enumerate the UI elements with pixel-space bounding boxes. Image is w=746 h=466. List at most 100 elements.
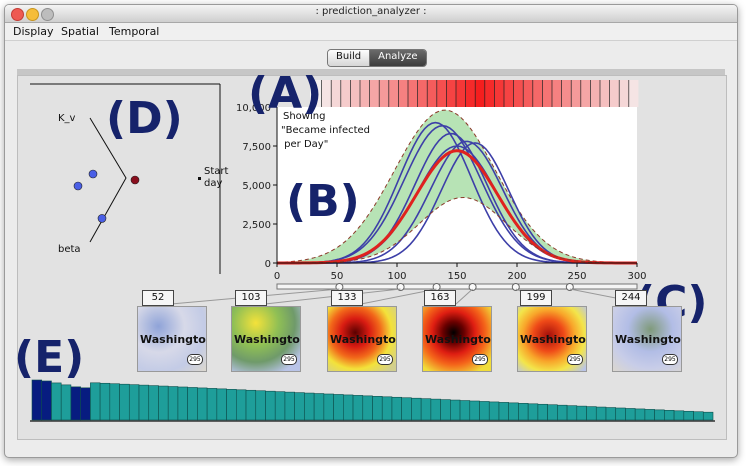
histogram-bar[interactable] xyxy=(537,403,548,421)
histogram-bar[interactable] xyxy=(693,411,704,421)
histogram-bar[interactable] xyxy=(109,383,120,421)
histogram-bar[interactable] xyxy=(469,400,480,421)
infection-chart[interactable]: 0 50 100 150 200 250 300 0 2,500 5,000 7,500 10,000… xyxy=(236,103,647,282)
histogram-bar[interactable] xyxy=(459,400,471,421)
histogram-bar[interactable] xyxy=(362,395,373,421)
histogram-bar[interactable] xyxy=(673,410,685,421)
histogram-bar[interactable] xyxy=(488,401,500,421)
histogram-bar[interactable] xyxy=(90,382,101,421)
histogram-bar[interactable] xyxy=(119,383,130,421)
map-thumbnail-day-52[interactable]: Washington 295 xyxy=(137,306,207,372)
parameter-point[interactable] xyxy=(88,169,98,179)
histogram-bar[interactable] xyxy=(479,401,490,421)
histogram-bar[interactable] xyxy=(420,398,432,421)
histogram-bar[interactable] xyxy=(323,393,334,421)
map-thumbnail-day-199[interactable]: Washington 295 xyxy=(517,306,587,372)
map-thumbnail-day-163[interactable]: Washington 295 xyxy=(422,306,492,372)
histogram-bar[interactable] xyxy=(615,407,626,421)
heat-cell xyxy=(436,80,447,107)
histogram-bar[interactable] xyxy=(158,385,169,421)
histogram-bar[interactable] xyxy=(284,391,295,421)
histogram-bar[interactable] xyxy=(148,385,159,421)
histogram-bar[interactable] xyxy=(236,389,247,421)
histogram-bar[interactable] xyxy=(557,404,568,421)
histogram-bar[interactable] xyxy=(138,384,150,421)
histogram-bar[interactable] xyxy=(508,402,519,421)
histogram-bar[interactable] xyxy=(566,405,578,421)
histogram-bar[interactable] xyxy=(644,409,655,421)
slider-knob[interactable] xyxy=(468,283,477,291)
histogram-bar[interactable] xyxy=(576,405,587,421)
histogram-bar[interactable] xyxy=(245,389,257,421)
histogram-bar[interactable] xyxy=(187,387,198,421)
histogram-bar[interactable] xyxy=(430,398,441,421)
histogram-bar[interactable] xyxy=(177,386,188,421)
histogram-bar[interactable] xyxy=(527,403,539,421)
histogram-bar[interactable] xyxy=(265,390,276,421)
menu-display[interactable]: Display xyxy=(13,25,54,38)
histogram-bar[interactable] xyxy=(586,406,597,421)
histogram-bar[interactable] xyxy=(654,409,665,421)
histogram-bar[interactable] xyxy=(450,399,461,421)
histogram-bar[interactable] xyxy=(625,408,636,421)
histogram-bar[interactable] xyxy=(80,387,91,421)
histogram-bar[interactable] xyxy=(391,396,402,421)
histogram-bar[interactable] xyxy=(167,386,179,421)
histogram-bar[interactable] xyxy=(702,411,714,421)
parameter-point[interactable] xyxy=(73,181,83,191)
histogram-bar[interactable] xyxy=(31,379,43,421)
histogram-bar[interactable] xyxy=(60,384,72,421)
slider-knob[interactable] xyxy=(511,283,520,291)
histogram-bar[interactable] xyxy=(70,386,81,421)
timeline-heat-strip[interactable] xyxy=(310,80,639,107)
histogram-bar[interactable] xyxy=(226,389,237,421)
selected-parameter-point[interactable] xyxy=(130,175,140,185)
histogram-bar[interactable] xyxy=(99,382,111,421)
histogram-bar[interactable] xyxy=(206,388,218,421)
map-thumbnail-day-244[interactable]: Washington 295 xyxy=(612,306,682,372)
heat-cell xyxy=(475,80,485,107)
close-icon[interactable] xyxy=(11,8,24,21)
histogram-bar[interactable] xyxy=(352,395,364,421)
histogram-bar[interactable] xyxy=(411,397,422,421)
histogram-bar[interactable] xyxy=(372,396,383,421)
histogram-bar[interactable] xyxy=(595,406,607,421)
heat-cell xyxy=(552,80,562,107)
menu-spatial[interactable]: Spatial xyxy=(61,25,99,38)
histogram-bar[interactable] xyxy=(274,391,286,421)
histogram-bar[interactable] xyxy=(605,407,617,421)
run-histogram[interactable] xyxy=(30,379,715,422)
histogram-bar[interactable] xyxy=(304,392,315,421)
histogram-bar[interactable] xyxy=(683,410,694,421)
menu-temporal[interactable]: Temporal xyxy=(109,25,160,38)
histogram-bar[interactable] xyxy=(51,382,62,421)
histogram-bar[interactable] xyxy=(343,394,354,421)
build-button[interactable]: Build xyxy=(328,50,371,66)
heat-cell xyxy=(561,80,572,107)
map-thumbnail-day-133[interactable]: Washington 295 xyxy=(327,306,397,372)
histogram-bar[interactable] xyxy=(333,394,344,421)
histogram-bar[interactable] xyxy=(440,399,451,421)
histogram-bar[interactable] xyxy=(216,388,227,421)
parameter-space-view[interactable]: K_v beta Start day xyxy=(30,83,229,274)
analyze-button[interactable]: Analyze xyxy=(370,50,426,66)
histogram-bar[interactable] xyxy=(255,390,266,421)
map-thumbnail-day-103[interactable]: Washington 295 xyxy=(231,306,301,372)
histogram-bar[interactable] xyxy=(128,384,140,421)
histogram-bar[interactable] xyxy=(664,410,675,421)
histogram-bar[interactable] xyxy=(294,392,305,421)
histogram-bar[interactable] xyxy=(197,387,208,421)
histogram-bar[interactable] xyxy=(41,380,52,421)
histogram-bar[interactable] xyxy=(381,396,393,421)
connector-line xyxy=(455,288,473,305)
zoom-icon[interactable] xyxy=(41,8,54,21)
histogram-bar[interactable] xyxy=(498,402,510,421)
histogram-bar[interactable] xyxy=(518,403,529,421)
minimize-icon[interactable] xyxy=(26,8,39,21)
parameter-point[interactable] xyxy=(97,214,107,223)
histogram-bar[interactable] xyxy=(634,408,646,421)
histogram-bar[interactable] xyxy=(401,397,412,421)
slider-knob[interactable] xyxy=(565,283,574,291)
histogram-bar[interactable] xyxy=(547,404,558,421)
histogram-bar[interactable] xyxy=(313,393,325,421)
